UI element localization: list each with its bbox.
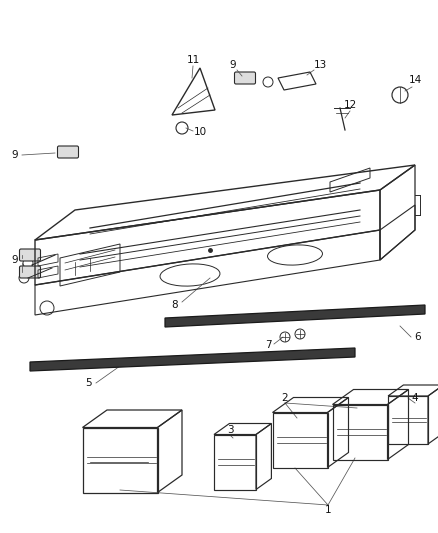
Text: 1: 1 bbox=[325, 505, 331, 515]
Text: 9: 9 bbox=[12, 150, 18, 160]
Text: 8: 8 bbox=[172, 300, 178, 310]
Text: 6: 6 bbox=[415, 332, 421, 342]
Polygon shape bbox=[30, 348, 355, 371]
Text: 10: 10 bbox=[194, 127, 207, 137]
Text: 14: 14 bbox=[408, 75, 422, 85]
FancyBboxPatch shape bbox=[20, 266, 40, 278]
Text: 9: 9 bbox=[230, 60, 237, 70]
Text: 4: 4 bbox=[412, 393, 418, 403]
FancyBboxPatch shape bbox=[234, 72, 255, 84]
Text: 5: 5 bbox=[85, 378, 91, 388]
Text: 2: 2 bbox=[282, 393, 288, 403]
Text: 3: 3 bbox=[227, 425, 233, 435]
Text: 7: 7 bbox=[265, 340, 271, 350]
Text: 12: 12 bbox=[343, 100, 357, 110]
Text: 11: 11 bbox=[187, 55, 200, 65]
Polygon shape bbox=[165, 305, 425, 327]
Text: 9: 9 bbox=[12, 255, 18, 265]
Text: 13: 13 bbox=[313, 60, 327, 70]
FancyBboxPatch shape bbox=[20, 249, 40, 261]
FancyBboxPatch shape bbox=[57, 146, 78, 158]
